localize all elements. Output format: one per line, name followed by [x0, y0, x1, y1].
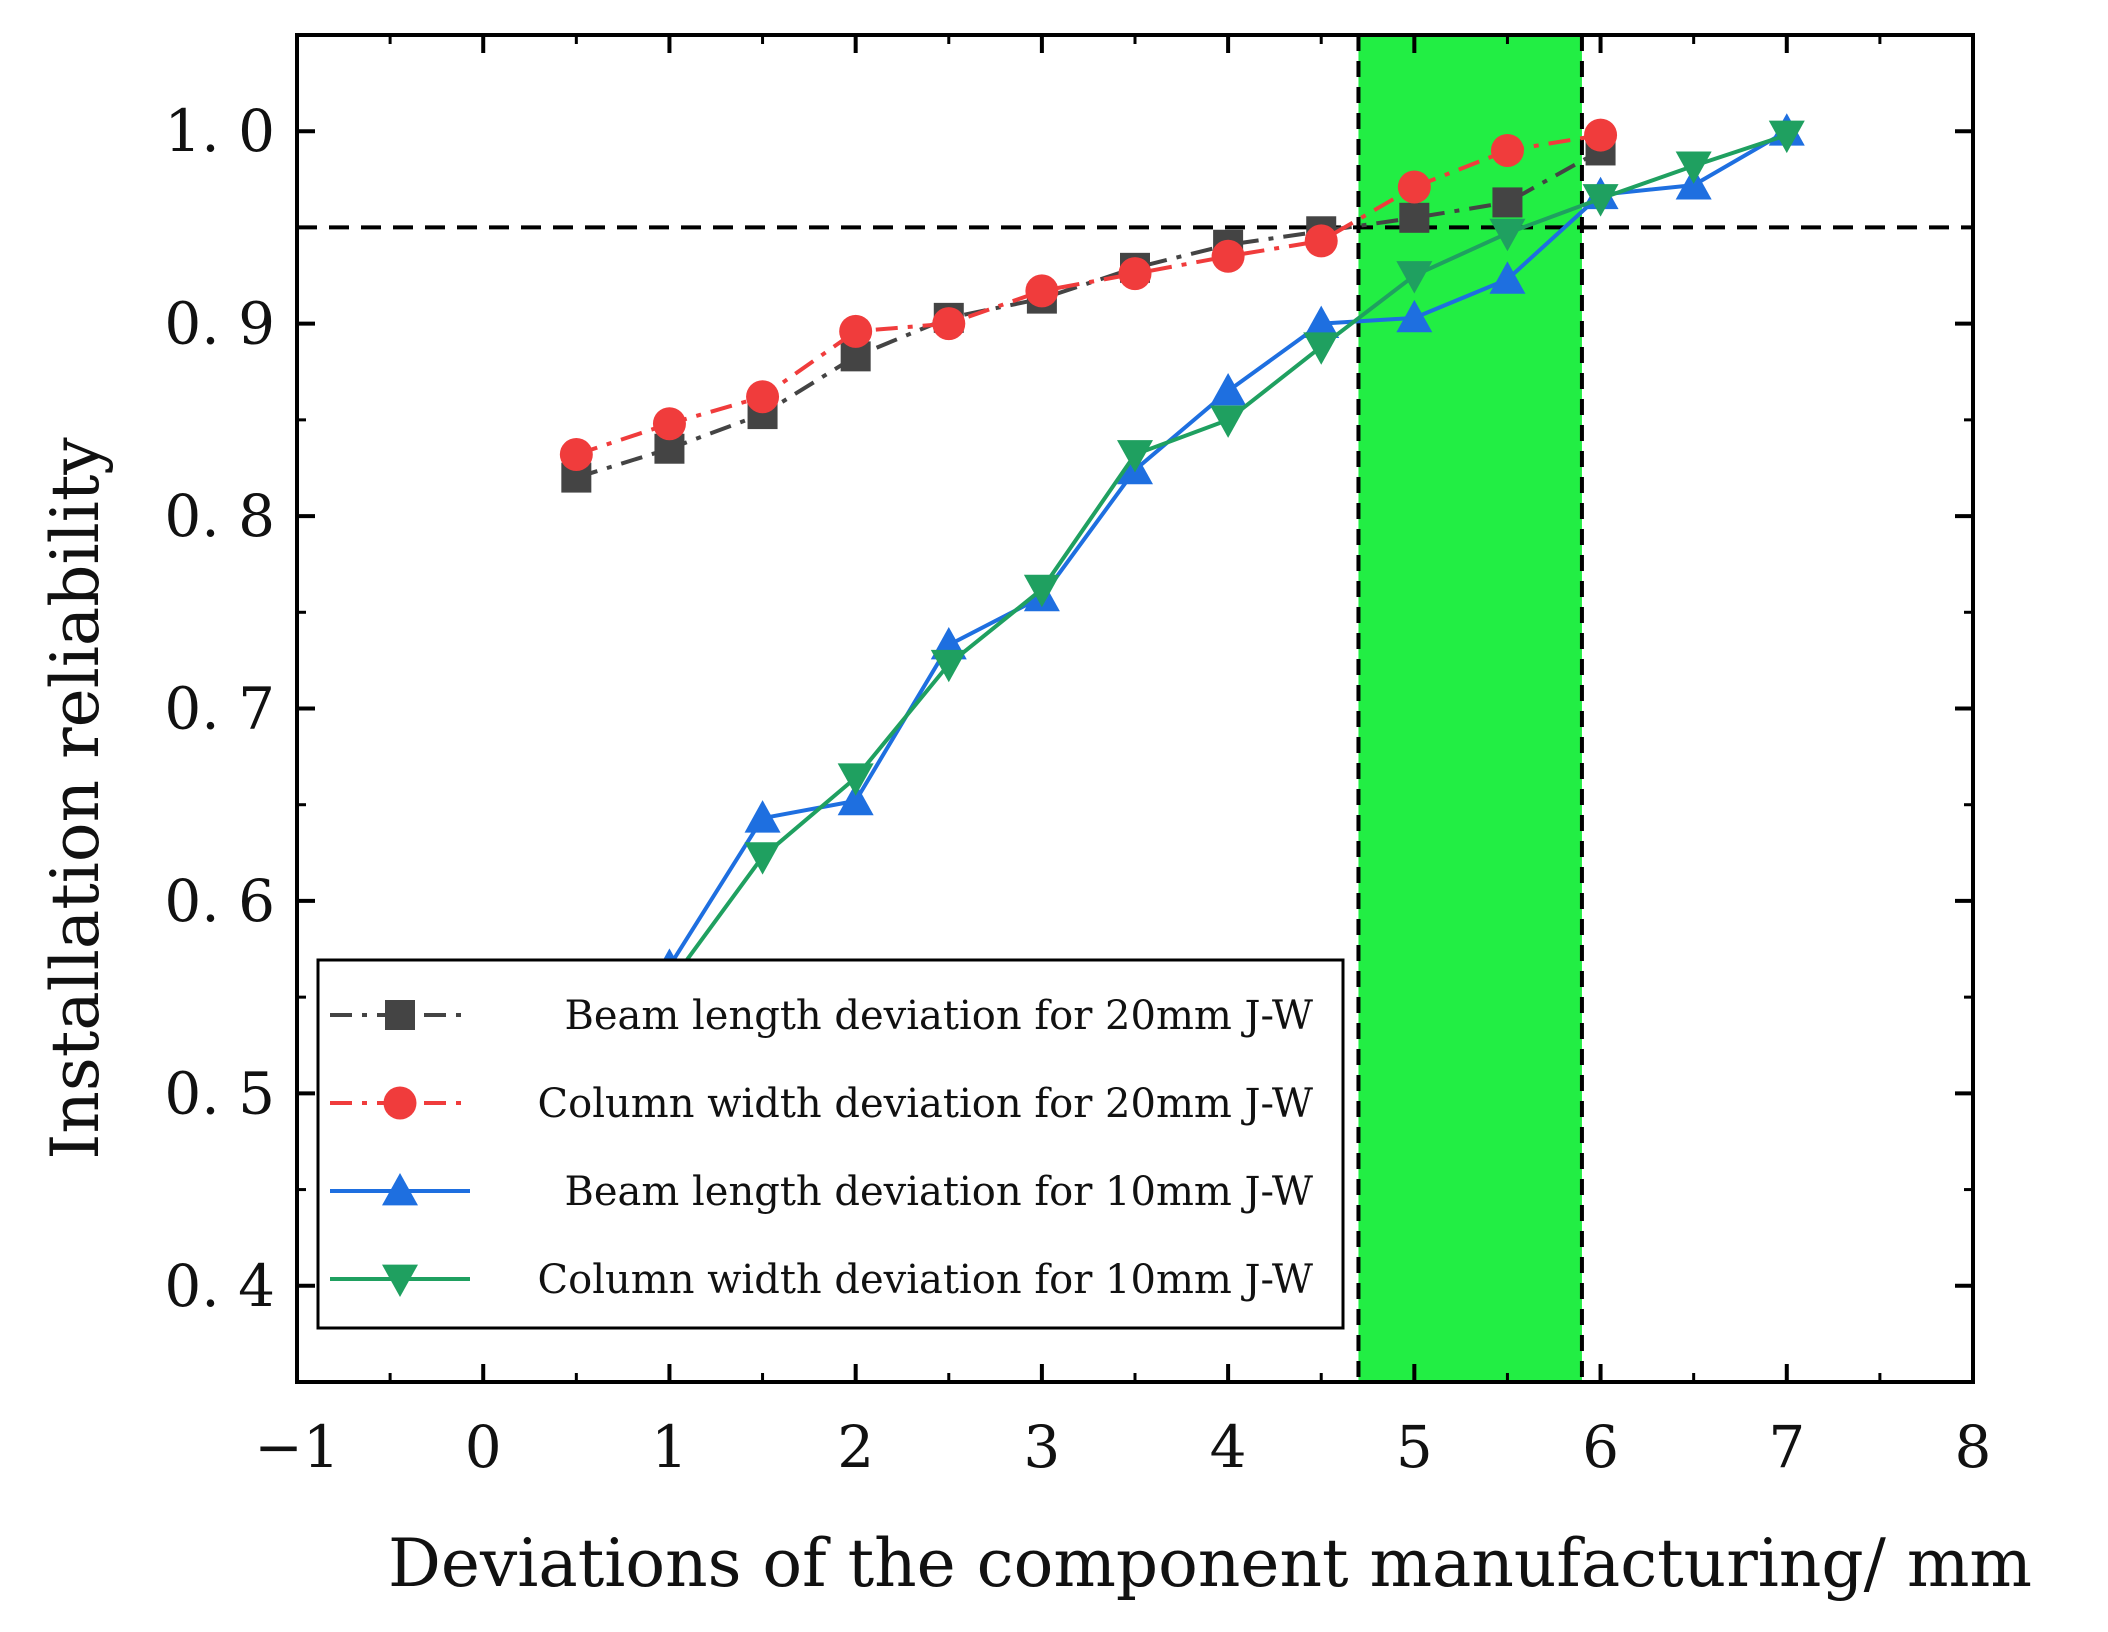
y-tick-label: 0. 4 [164, 1252, 275, 1320]
x-tick-label: 7 [1768, 1413, 1805, 1481]
highlight-band [1358, 35, 1582, 1382]
data-point [1489, 261, 1526, 294]
x-tick-label: −1 [254, 1413, 340, 1481]
x-tick-label: 1 [651, 1413, 688, 1481]
x-tick-label: 8 [1955, 1413, 1992, 1481]
y-tick-label: 0. 7 [164, 675, 275, 743]
data-point [1490, 133, 1524, 167]
data-point [839, 314, 873, 348]
data-point [1396, 299, 1433, 333]
plot-area [297, 35, 1973, 1382]
series-line-2 [575, 133, 1601, 457]
data-point [559, 437, 593, 471]
data-point [1118, 257, 1152, 291]
data-point [932, 307, 966, 341]
legend-label-4: Column width deviation for 10mm J-W [538, 1257, 1313, 1303]
y-tick-label: 0. 5 [164, 1059, 275, 1127]
data-point [746, 380, 780, 414]
data-point [1584, 118, 1618, 152]
legend-box [316, 958, 1345, 1330]
legend-label-3: Beam length deviation for 10mm J-W [564, 1169, 1313, 1215]
data-point [1023, 574, 1060, 608]
data-point [1303, 332, 1340, 365]
x-tick-label: 0 [465, 1413, 502, 1481]
series-4 [558, 120, 1805, 1150]
legend-swatch-marker-1 [385, 1000, 415, 1030]
legend-swatch-marker-2 [383, 1086, 417, 1120]
series-line-1 [575, 148, 1602, 480]
data-point [744, 842, 781, 875]
x-axis-title: Deviations of the component manufacturin… [388, 1525, 2032, 1602]
data-point [1675, 151, 1712, 184]
y-tick-label: 0. 8 [164, 482, 275, 550]
data-point [1025, 274, 1059, 308]
legend-label-2: Column width deviation for 20mm J-W [538, 1081, 1313, 1127]
x-tick-label: 3 [1023, 1413, 1060, 1481]
axes: −1 0 1 2 3 4 5 6 7 8 0. 4 0. 5 0. 6 0. 7 0. 8 0. 9 1. 0 [164, 33, 1992, 1481]
data-point [1489, 218, 1526, 252]
data-point [1117, 440, 1153, 473]
legend-swatch-marker-3 [382, 1173, 418, 1206]
data-point [1399, 202, 1430, 233]
legend-label-1: Beam length deviation for 20mm J-W [564, 993, 1313, 1039]
x-tick-label: 4 [1210, 1413, 1247, 1481]
x-tick-label: 5 [1396, 1413, 1433, 1481]
data-point [1211, 239, 1245, 273]
data-point [930, 649, 967, 683]
data-point [1397, 170, 1431, 204]
data-point [837, 782, 874, 816]
legend-swatch-marker-4 [382, 1264, 418, 1297]
data-point [1492, 187, 1523, 218]
y-axis-title: Installation reliability [37, 437, 114, 1160]
data-point [1396, 261, 1433, 294]
data-point [1303, 305, 1340, 339]
data-point [1768, 120, 1805, 154]
x-tick-label: 6 [1582, 1413, 1619, 1481]
y-tick-label: 0. 6 [164, 867, 275, 935]
data-point [1210, 372, 1247, 406]
x-tick-label: 2 [837, 1413, 874, 1481]
data-point [1304, 224, 1338, 258]
y-tick-label: 0. 9 [164, 290, 275, 358]
data-point [744, 800, 781, 833]
data-point [652, 407, 686, 441]
data-point [1582, 184, 1619, 217]
data-point [837, 763, 874, 796]
y-tick-label: 1. 0 [164, 97, 275, 165]
series-2 [559, 118, 1618, 471]
legend: Beam length deviation for 20mm J-W Column… [316, 958, 1345, 1330]
data-point [1210, 405, 1247, 438]
